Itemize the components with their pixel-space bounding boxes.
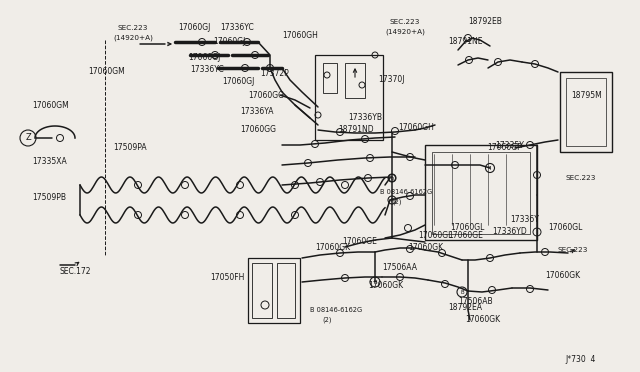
Bar — [345, 63, 365, 98]
Bar — [252, 263, 272, 318]
Text: 17060GG: 17060GG — [240, 125, 276, 135]
Text: 17060GJ: 17060GJ — [222, 77, 254, 87]
Bar — [432, 152, 530, 234]
Text: SEC.223: SEC.223 — [558, 247, 588, 253]
Text: 17060GP: 17060GP — [487, 144, 522, 153]
Text: B 08146-6162G: B 08146-6162G — [310, 307, 362, 313]
Text: 17336YB: 17336YB — [348, 113, 382, 122]
Text: J*730  4: J*730 4 — [565, 356, 595, 365]
Bar — [566, 78, 606, 146]
Text: 17060GH: 17060GH — [398, 124, 434, 132]
Text: 17506AA: 17506AA — [382, 263, 417, 273]
Text: 17336YD: 17336YD — [492, 228, 527, 237]
Text: 17060GE: 17060GE — [342, 237, 377, 247]
Text: 17060GK: 17060GK — [368, 280, 403, 289]
Text: (14920+A): (14920+A) — [113, 35, 153, 41]
Text: 17050FH: 17050FH — [210, 273, 244, 282]
Text: 17060GH: 17060GH — [282, 31, 318, 39]
Text: 18795M: 18795M — [571, 90, 602, 99]
Text: 17060GK: 17060GK — [315, 244, 350, 253]
Bar — [248, 258, 300, 323]
Text: p: p — [390, 198, 394, 202]
Text: 18792EA: 18792EA — [448, 304, 482, 312]
Text: 17060GK: 17060GK — [545, 270, 580, 279]
Text: 17509PB: 17509PB — [32, 193, 66, 202]
Text: B: B — [460, 289, 464, 295]
Text: (2): (2) — [322, 317, 332, 323]
Text: 17060GL: 17060GL — [450, 224, 484, 232]
Text: 17335Y: 17335Y — [495, 141, 524, 150]
Text: 17060GJ: 17060GJ — [213, 38, 245, 46]
Bar — [277, 263, 295, 318]
Bar — [560, 72, 612, 152]
Text: 17060GK: 17060GK — [465, 315, 500, 324]
Bar — [315, 55, 383, 140]
Text: B: B — [373, 279, 377, 285]
Text: 17506AB: 17506AB — [458, 298, 493, 307]
Text: 18792EB: 18792EB — [468, 17, 502, 26]
Bar — [425, 145, 537, 240]
Text: 17060GJ: 17060GJ — [178, 23, 211, 32]
Text: 17336YC: 17336YC — [220, 23, 253, 32]
Text: (14920+A): (14920+A) — [385, 29, 425, 35]
Text: 17336YA: 17336YA — [240, 108, 273, 116]
Text: 17335XA: 17335XA — [32, 157, 67, 167]
Text: 17336Y: 17336Y — [510, 215, 539, 224]
Text: 17060GM: 17060GM — [88, 67, 125, 77]
Bar — [323, 63, 337, 93]
Text: 17336YC: 17336YC — [190, 65, 224, 74]
Text: 17372P: 17372P — [260, 68, 289, 77]
Text: 17060GL: 17060GL — [418, 231, 452, 240]
Text: q: q — [488, 166, 492, 170]
Text: (2): (2) — [392, 199, 401, 205]
Text: B 08146-6162G: B 08146-6162G — [380, 189, 432, 195]
Text: SEC.223: SEC.223 — [565, 175, 595, 181]
Text: 17060GM: 17060GM — [32, 100, 68, 109]
Text: 17370J: 17370J — [378, 76, 404, 84]
Text: SEC.223: SEC.223 — [118, 25, 148, 31]
Text: SEC.223: SEC.223 — [390, 19, 420, 25]
Text: 18791NE: 18791NE — [448, 38, 483, 46]
Text: 17060GJ: 17060GJ — [188, 52, 220, 61]
Text: 17060GE: 17060GE — [448, 231, 483, 240]
Text: 17060GG: 17060GG — [248, 90, 284, 99]
Text: SEC.172: SEC.172 — [60, 267, 92, 276]
Text: 17509PA: 17509PA — [113, 144, 147, 153]
Text: Z: Z — [25, 134, 31, 142]
Text: 17060GK: 17060GK — [408, 244, 443, 253]
Text: 18791ND: 18791ND — [338, 125, 374, 135]
Text: 17060GL: 17060GL — [548, 224, 582, 232]
Text: o: o — [390, 176, 394, 180]
